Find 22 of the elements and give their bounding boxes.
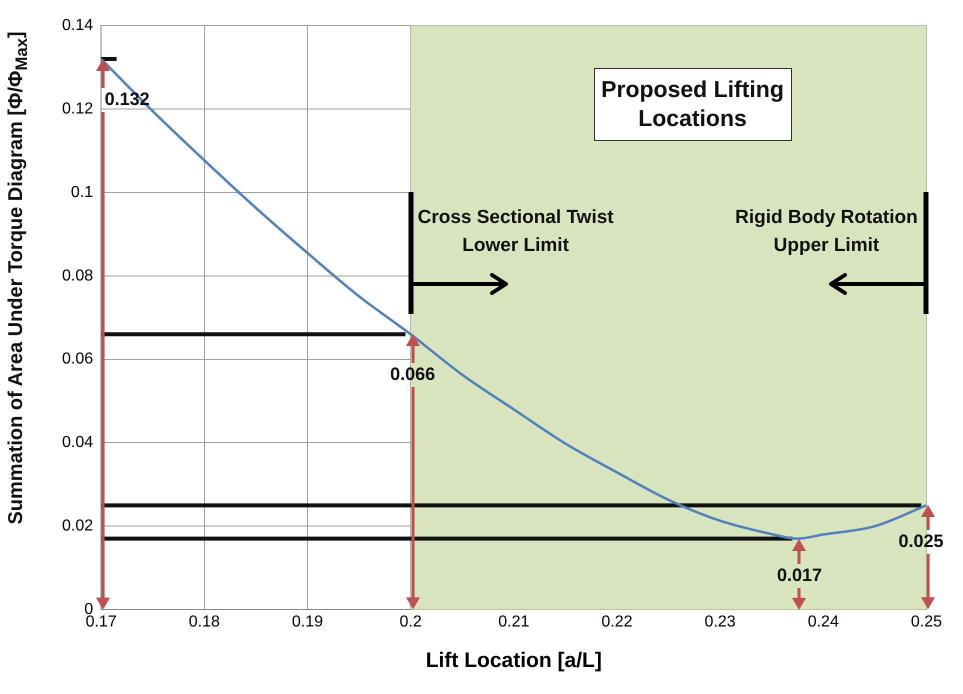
x-tick-label: 0.2 <box>400 614 422 631</box>
y-tick-label: 0.06 <box>62 350 94 368</box>
y-tick-label: 0.12 <box>62 100 94 118</box>
x-tick-label: 0.22 <box>601 614 633 631</box>
annotation: 0.017 <box>776 564 823 587</box>
x-tick-label: 0.21 <box>498 614 530 631</box>
y-tick-label: 0.1 <box>70 184 94 201</box>
y-tick-label: 0.08 <box>62 267 94 284</box>
x-tick-label: 0.24 <box>808 614 839 631</box>
annotation: 0.025 <box>897 530 945 554</box>
x-tick-label: 0.19 <box>292 614 324 631</box>
y-tick-label: 0.02 <box>62 518 94 535</box>
y-tick-label: 0.14 <box>62 17 94 34</box>
x-tick-label: 0.23 <box>704 614 736 631</box>
x-tick-label: 0.25 <box>910 614 942 631</box>
annotation: Cross Sectional Twist Lower Limit <box>416 206 615 258</box>
annotation: Rigid Body Rotation Upper Limit <box>734 206 919 258</box>
y-tick-label: 0.04 <box>62 434 94 452</box>
annotation: Proposed Lifting Locations <box>594 68 792 142</box>
x-axis-title: Lift Location [a/L] <box>426 649 602 672</box>
x-tick-label: 0.18 <box>188 614 220 631</box>
annotation: 0.066 <box>389 363 436 386</box>
